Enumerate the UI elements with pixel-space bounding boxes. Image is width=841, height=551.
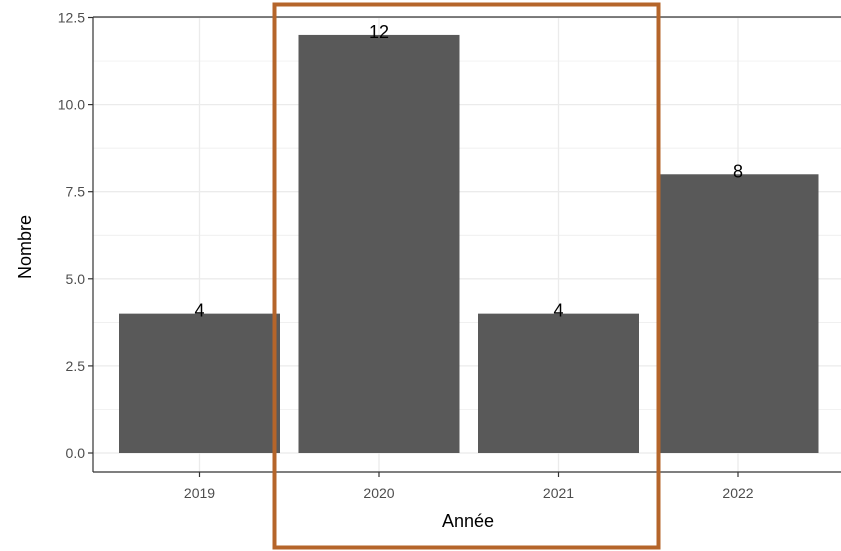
y-tick-label: 7.5 (66, 184, 86, 200)
y-tick-label: 5.0 (66, 271, 86, 287)
y-tick-label: 12.5 (58, 10, 85, 26)
x-tick-label: 2019 (184, 485, 215, 501)
data-label-2019: 4 (194, 301, 204, 321)
highlight-rectangle (272, 2, 661, 550)
x-axis-ticks: 2019 2020 2021 2022 (184, 472, 754, 501)
x-tick-label: 2020 (363, 485, 394, 501)
x-tick-label: 2022 (722, 485, 753, 501)
bars (119, 34, 819, 454)
data-label-2022: 8 (733, 161, 743, 181)
data-label-2021: 4 (553, 301, 563, 321)
y-tick-label: 0.0 (66, 445, 86, 461)
bar-2021 (478, 313, 639, 453)
y-axis-ticks: 0.0 2.5 5.0 7.5 10.0 12.5 (58, 10, 93, 461)
axes (92, 16, 841, 473)
y-axis-title: Nombre (15, 215, 35, 279)
data-label-2020: 12 (369, 22, 389, 42)
data-labels: 4 12 4 8 (194, 22, 743, 321)
bar-2022 (657, 174, 819, 453)
y-tick-label: 2.5 (66, 358, 86, 374)
x-axis-title: Année (442, 511, 494, 531)
bar-2019 (119, 313, 280, 453)
y-tick-label: 10.0 (58, 97, 85, 113)
highlight-box (272, 2, 661, 550)
x-tick-label: 2021 (543, 485, 574, 501)
bar-2020 (298, 34, 460, 454)
